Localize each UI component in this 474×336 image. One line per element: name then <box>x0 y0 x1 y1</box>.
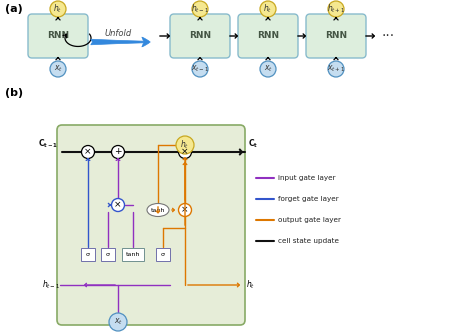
Circle shape <box>179 204 191 216</box>
Text: $h_t$: $h_t$ <box>264 3 273 15</box>
Text: $x_{t-1}$: $x_{t-1}$ <box>191 64 209 74</box>
FancyBboxPatch shape <box>306 14 366 58</box>
FancyBboxPatch shape <box>101 248 115 260</box>
Text: (a): (a) <box>5 4 23 14</box>
Text: Unfold: Unfold <box>104 29 132 38</box>
Circle shape <box>328 61 344 77</box>
Text: $x_t$: $x_t$ <box>113 317 122 327</box>
Text: forget gate layer: forget gate layer <box>278 196 339 202</box>
Text: RNN: RNN <box>325 32 347 41</box>
Text: $h_t$: $h_t$ <box>246 279 255 291</box>
Ellipse shape <box>147 204 169 216</box>
Text: $\mathbf{C_{t-1}}$: $\mathbf{C_{t-1}}$ <box>38 137 58 150</box>
Text: $h_{t-1}$: $h_{t-1}$ <box>42 279 60 291</box>
Circle shape <box>50 1 66 17</box>
Text: $x_{t+1}$: $x_{t+1}$ <box>327 64 345 74</box>
Text: ×: × <box>181 148 189 157</box>
Circle shape <box>50 61 66 77</box>
FancyBboxPatch shape <box>81 248 95 260</box>
Circle shape <box>260 61 276 77</box>
Text: ···: ··· <box>382 29 394 43</box>
Text: σ: σ <box>161 252 165 256</box>
Text: RNN: RNN <box>257 32 279 41</box>
Circle shape <box>109 313 127 331</box>
Text: $h_{t+1}$: $h_{t+1}$ <box>327 3 345 15</box>
Circle shape <box>111 145 125 159</box>
FancyBboxPatch shape <box>28 14 88 58</box>
Text: $h_t$: $h_t$ <box>181 139 190 151</box>
Text: $h_t$: $h_t$ <box>54 3 63 15</box>
Text: $x_t$: $x_t$ <box>264 64 273 74</box>
Text: $h_{t-1}$: $h_{t-1}$ <box>191 3 209 15</box>
Circle shape <box>328 1 344 17</box>
Text: ×: × <box>181 206 189 214</box>
FancyBboxPatch shape <box>238 14 298 58</box>
Text: output gate layer: output gate layer <box>278 217 341 223</box>
Text: RNN: RNN <box>47 32 69 41</box>
Text: ×: × <box>84 148 92 157</box>
Text: input gate layer: input gate layer <box>278 175 336 181</box>
Circle shape <box>82 145 94 159</box>
Circle shape <box>179 145 191 159</box>
Text: σ: σ <box>106 252 110 256</box>
Text: ×: × <box>114 201 122 210</box>
Text: σ: σ <box>86 252 90 256</box>
Circle shape <box>192 61 208 77</box>
FancyBboxPatch shape <box>170 14 230 58</box>
FancyBboxPatch shape <box>57 125 245 325</box>
Text: tanh: tanh <box>126 252 140 256</box>
Circle shape <box>192 1 208 17</box>
FancyBboxPatch shape <box>156 248 170 260</box>
Text: +: + <box>114 148 122 157</box>
Circle shape <box>260 1 276 17</box>
Circle shape <box>111 199 125 211</box>
FancyBboxPatch shape <box>122 248 144 260</box>
Text: cell state update: cell state update <box>278 238 339 244</box>
Text: $x_t$: $x_t$ <box>54 64 63 74</box>
Text: tanh: tanh <box>151 208 165 212</box>
Circle shape <box>176 136 194 154</box>
Text: RNN: RNN <box>189 32 211 41</box>
Text: (b): (b) <box>5 88 23 98</box>
Text: $\mathbf{C_t}$: $\mathbf{C_t}$ <box>248 137 258 150</box>
